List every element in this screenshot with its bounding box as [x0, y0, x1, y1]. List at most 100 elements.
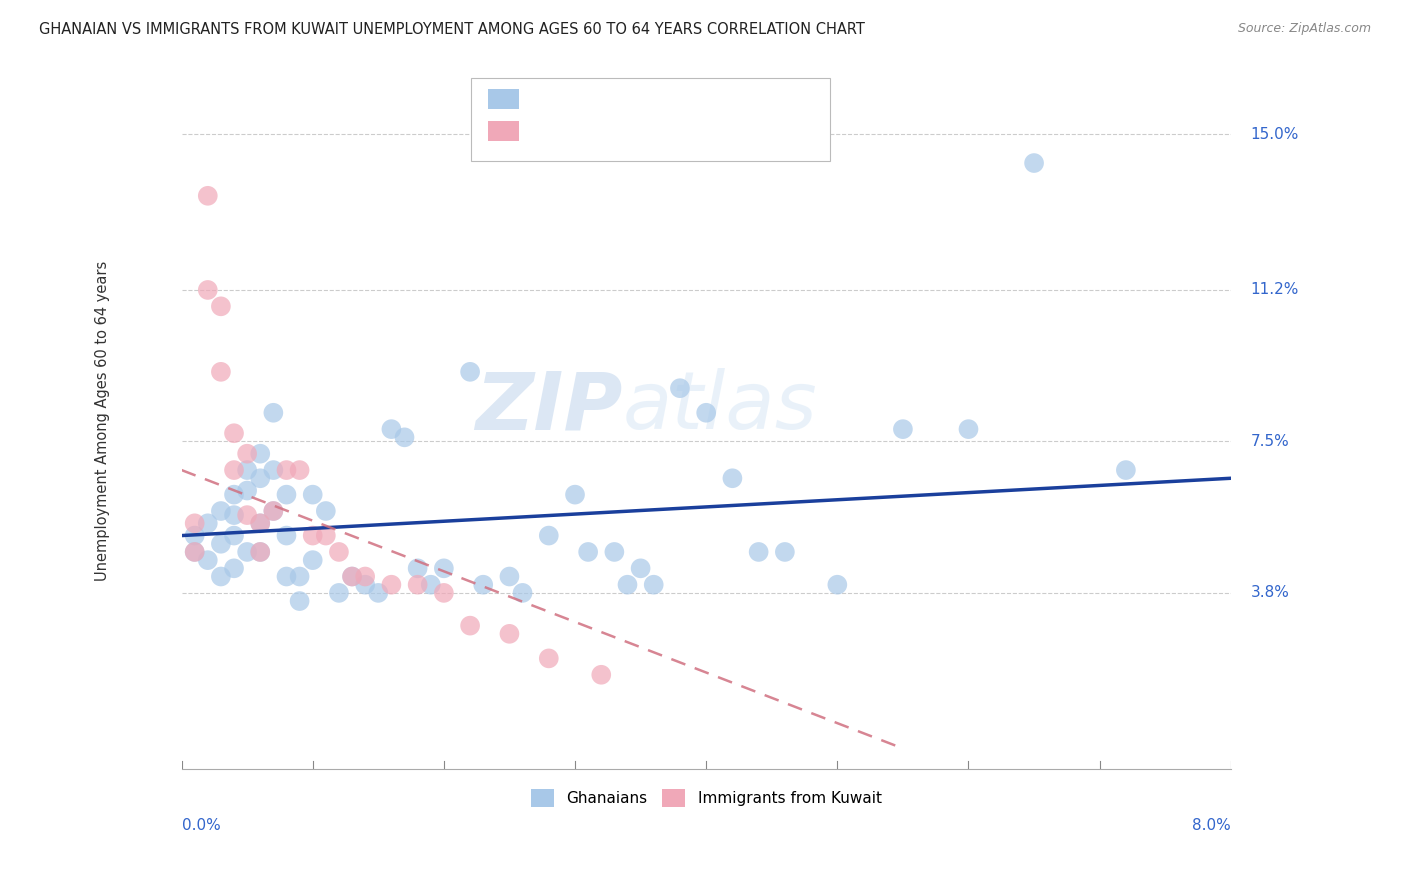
Point [183, 516, 205, 531]
Point [209, 299, 232, 313]
Point [537, 528, 560, 542]
Point [236, 447, 259, 461]
Point [276, 463, 298, 477]
Point [721, 471, 744, 485]
Text: 11.2%: 11.2% [1250, 283, 1299, 297]
Point [301, 528, 323, 542]
Point [315, 528, 337, 542]
Point [394, 430, 416, 444]
Point [748, 545, 770, 559]
Point [380, 422, 402, 436]
Point [957, 422, 980, 436]
Point [1022, 156, 1045, 170]
Point [288, 594, 311, 608]
Point [197, 553, 219, 567]
Point [458, 365, 481, 379]
Point [406, 577, 429, 591]
Point [222, 463, 245, 477]
Point [380, 577, 402, 591]
Text: atlas: atlas [623, 368, 817, 446]
Point [249, 447, 271, 461]
Point [288, 569, 311, 583]
Point [301, 488, 323, 502]
Point [249, 545, 271, 559]
Point [472, 577, 495, 591]
Legend: Ghanaians, Immigrants from Kuwait: Ghanaians, Immigrants from Kuwait [524, 782, 887, 814]
Point [458, 618, 481, 632]
Point [891, 422, 914, 436]
Text: 7.5%: 7.5% [1250, 434, 1289, 449]
Point [209, 365, 232, 379]
Point [669, 381, 692, 395]
Point [564, 488, 586, 502]
Point [433, 561, 456, 575]
Text: 15.0%: 15.0% [1250, 127, 1299, 142]
Point [183, 528, 205, 542]
Point [603, 545, 626, 559]
Point [262, 463, 284, 477]
Point [236, 508, 259, 522]
Point [197, 283, 219, 297]
Point [419, 577, 441, 591]
Point [262, 504, 284, 518]
Point [498, 569, 520, 583]
Point [433, 586, 456, 600]
Point [222, 488, 245, 502]
Point [236, 545, 259, 559]
Point [288, 463, 311, 477]
Point [183, 545, 205, 559]
Point [197, 188, 219, 202]
Text: R =: R = [527, 92, 561, 106]
Point [262, 504, 284, 518]
Point [249, 516, 271, 531]
Point [249, 471, 271, 485]
Point [197, 516, 219, 531]
Text: 3.8%: 3.8% [1250, 585, 1289, 600]
Point [773, 545, 796, 559]
Text: -0.135: -0.135 [567, 124, 621, 138]
Point [591, 667, 613, 681]
Point [643, 577, 665, 591]
Text: GHANAIAN VS IMMIGRANTS FROM KUWAIT UNEMPLOYMENT AMONG AGES 60 TO 64 YEARS CORREL: GHANAIAN VS IMMIGRANTS FROM KUWAIT UNEMP… [39, 22, 865, 37]
Point [354, 569, 377, 583]
Point [498, 627, 520, 641]
Point [827, 577, 849, 591]
Point [340, 569, 363, 583]
Point [249, 545, 271, 559]
Text: ZIP: ZIP [475, 368, 623, 446]
Point [222, 528, 245, 542]
Point [222, 426, 245, 441]
Point [367, 586, 389, 600]
Point [315, 504, 337, 518]
Point [236, 483, 259, 498]
Point [276, 488, 298, 502]
Point [1115, 463, 1137, 477]
Point [209, 569, 232, 583]
Point [616, 577, 638, 591]
Text: 0.0%: 0.0% [181, 818, 221, 833]
Point [262, 406, 284, 420]
Text: 8.0%: 8.0% [1192, 818, 1230, 833]
Text: Unemployment Among Ages 60 to 64 years: Unemployment Among Ages 60 to 64 years [96, 260, 110, 581]
Point [276, 569, 298, 583]
Text: 0.078: 0.078 [567, 92, 614, 106]
Point [328, 545, 350, 559]
Point [209, 537, 232, 551]
Point [695, 406, 717, 420]
Text: 59: 59 [661, 92, 682, 106]
Point [537, 651, 560, 665]
Text: Source: ZipAtlas.com: Source: ZipAtlas.com [1237, 22, 1371, 36]
Point [249, 516, 271, 531]
Point [222, 508, 245, 522]
Point [301, 553, 323, 567]
Text: 27: 27 [661, 124, 682, 138]
Point [276, 528, 298, 542]
Point [328, 586, 350, 600]
Point [222, 561, 245, 575]
Text: N =: N = [626, 124, 659, 138]
Text: N =: N = [626, 92, 659, 106]
Point [630, 561, 652, 575]
Point [406, 561, 429, 575]
Point [576, 545, 599, 559]
Point [512, 586, 534, 600]
